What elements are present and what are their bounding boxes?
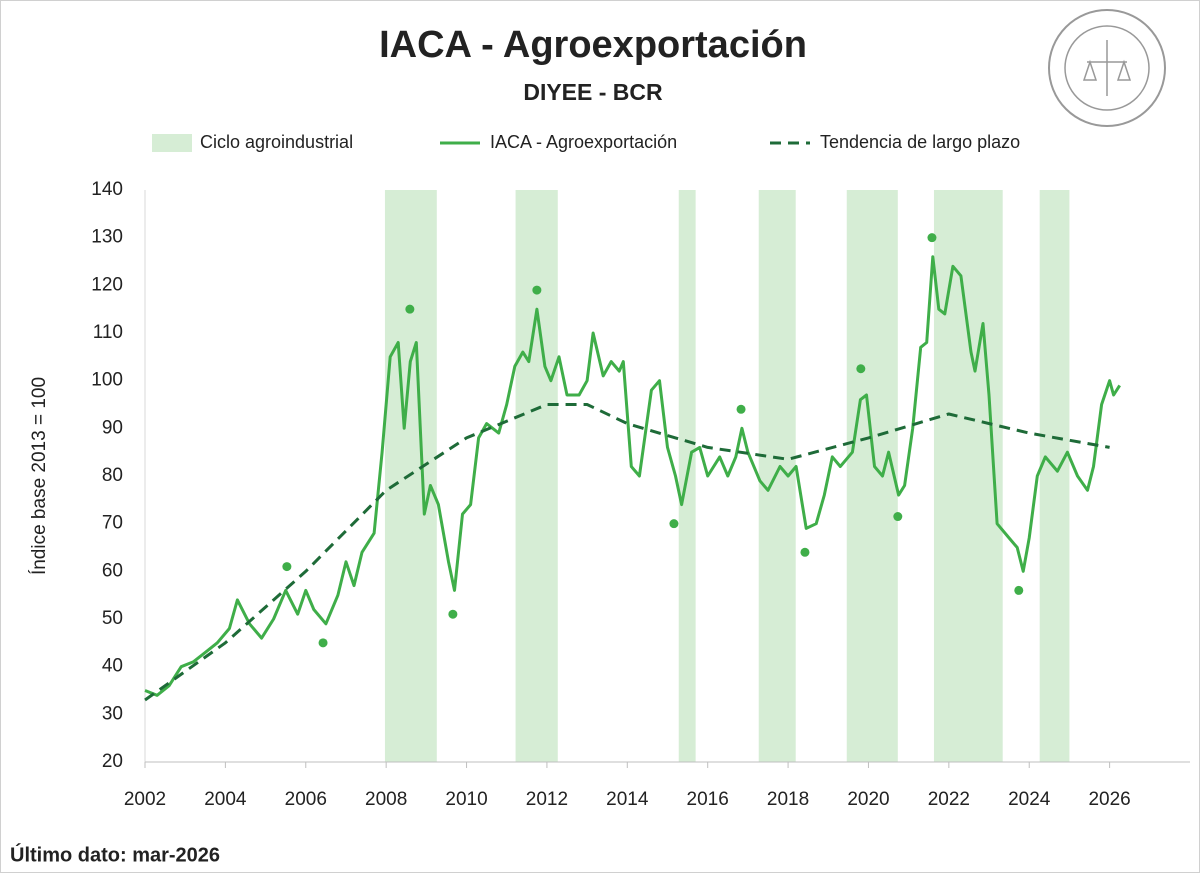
y-tick-label: 20: [102, 751, 123, 772]
footnote: Último dato: mar-2026: [10, 842, 220, 866]
y-tick-label: 110: [93, 322, 123, 343]
y-axis-label: Índice base 2013 = 100: [29, 377, 50, 575]
x-tick-label: 2006: [285, 789, 327, 810]
marker-dot: [669, 519, 679, 529]
chart-subtitle: DIYEE - BCR: [523, 79, 663, 105]
cycle-band: [933, 190, 1003, 762]
x-tick-label: 2020: [847, 789, 889, 810]
cycle-band: [384, 190, 437, 762]
x-tick-label: 2022: [928, 789, 970, 810]
cycle-band: [515, 190, 558, 762]
y-tick-label: 30: [102, 703, 123, 724]
x-tick-label: 2004: [204, 789, 247, 810]
marker-dot: [448, 609, 458, 619]
y-tick-label: 50: [102, 608, 123, 629]
legend-label: Tendencia de largo plazo: [820, 132, 1020, 152]
cycle-band: [846, 190, 898, 762]
y-tick-label: 130: [91, 227, 123, 248]
marker-dot: [856, 364, 866, 374]
cycle-band: [1039, 190, 1070, 762]
x-tick-label: 2012: [526, 789, 568, 810]
series-line: [144, 403, 1110, 702]
x-tick-label: 2018: [767, 789, 809, 810]
marker-dot: [736, 404, 746, 414]
legend-label: IACA - Agroexportación: [490, 132, 677, 152]
marker-dot: [318, 638, 328, 648]
cycle-band: [758, 190, 796, 762]
x-tick-label: 2014: [606, 789, 649, 810]
x-tick-label: 2024: [1008, 789, 1051, 810]
x-tick-label: 2010: [445, 789, 487, 810]
marker-dot: [282, 562, 292, 572]
x-tick-label: 2016: [687, 789, 729, 810]
y-tick-label: 120: [91, 274, 123, 295]
series-line: [144, 255, 1121, 697]
x-tick-label: 2002: [124, 789, 166, 810]
legend-swatch: [152, 134, 192, 152]
y-tick-label: 70: [102, 513, 123, 534]
marker-dot: [893, 512, 903, 522]
logo: [1048, 9, 1166, 127]
y-tick-label: 140: [91, 179, 123, 200]
marker-dot: [800, 547, 810, 557]
chart-title: IACA - Agroexportación: [379, 24, 807, 66]
y-tick-label: 90: [102, 417, 123, 438]
y-tick-label: 60: [102, 560, 123, 581]
x-tick-label: 2008: [365, 789, 407, 810]
marker-dot: [405, 304, 415, 314]
x-tick-label: 2026: [1088, 789, 1130, 810]
y-tick-label: 40: [102, 656, 123, 677]
marker-dot: [927, 233, 937, 243]
y-tick-label: 100: [91, 370, 123, 391]
marker-dot: [532, 285, 542, 295]
y-tick-label: 80: [102, 465, 123, 486]
marker-dot: [1014, 585, 1024, 595]
legend-label: Ciclo agroindustrial: [200, 132, 353, 152]
